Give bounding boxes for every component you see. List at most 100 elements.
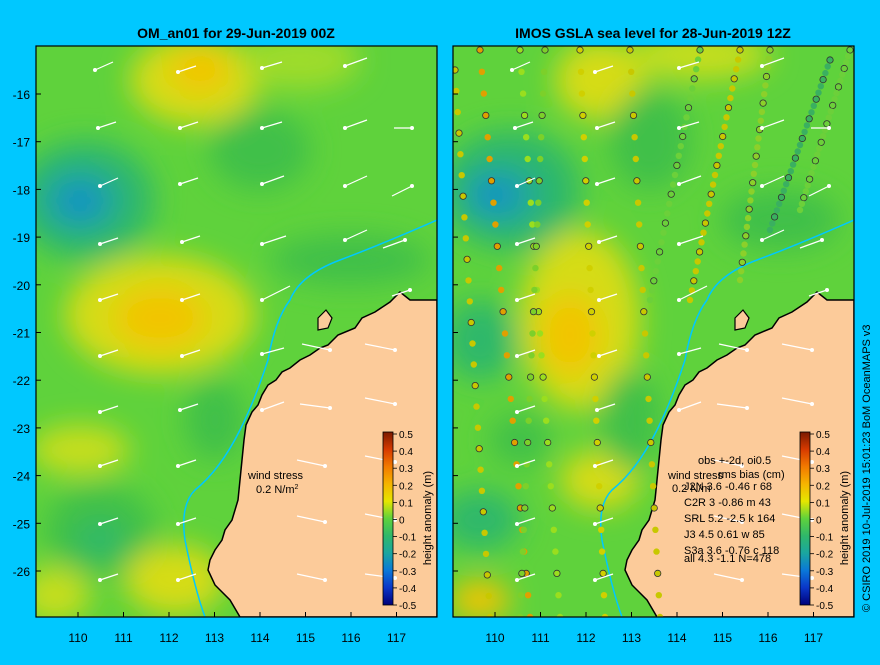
obs-marker (579, 111, 587, 120)
obs-marker (766, 226, 774, 234)
latitude-axis: -16 -17 -18 -19 -20 -21 -22 -23 -24 -25 -26 (13, 88, 458, 579)
obs-marker (839, 71, 846, 78)
obs-marker (776, 200, 783, 207)
obs-marker (501, 330, 509, 337)
obs-marker (741, 241, 748, 248)
obs-marker (646, 417, 653, 424)
obs-marker (582, 177, 590, 185)
wind-vector-origin (740, 520, 744, 524)
obs-marker (590, 373, 599, 381)
obs-marker (833, 89, 840, 97)
obs-marker (531, 286, 538, 294)
obs-marker (750, 170, 757, 177)
colorbar-tick-label: 0.4 (816, 447, 830, 458)
wind-vector-origin (260, 298, 264, 302)
left-wind-legend-value: 0.2 N/m2 (256, 484, 299, 496)
obs-marker (689, 85, 696, 92)
wind-vector (177, 459, 197, 467)
lat-tick-label: -20 (13, 279, 31, 293)
obs-marker (738, 268, 745, 275)
obs-marker (736, 46, 744, 54)
colorbar-tick-label: 0.4 (399, 447, 413, 458)
obs-marker (701, 219, 710, 227)
obs-marker (719, 132, 727, 141)
wind-vector (598, 349, 618, 357)
wind-vector-origin (176, 578, 180, 582)
obs-marker (742, 232, 750, 240)
wind-vector-origin (515, 298, 519, 302)
wind-vector (598, 293, 618, 301)
obs-marker (744, 214, 752, 222)
obs-marker (686, 296, 694, 304)
obs-marker (586, 264, 593, 272)
lon-tick-label: 112 (576, 631, 595, 645)
wind-vector (598, 235, 618, 243)
obs-marker (843, 59, 850, 66)
obs-marker (510, 438, 519, 447)
wind-vector (344, 175, 368, 187)
obs-marker (493, 242, 501, 250)
obs-marker (784, 174, 793, 182)
obs-marker (683, 114, 690, 121)
lat-tick-label: -19 (13, 231, 31, 245)
obs-marker (647, 438, 655, 447)
obs-marker (791, 154, 800, 162)
obs-marker (518, 569, 526, 578)
obs-marker (654, 569, 662, 578)
wind-vector-origin (593, 464, 597, 468)
wind-vector (181, 235, 201, 243)
obs-marker (824, 63, 831, 70)
obs-marker (711, 171, 719, 179)
wind-vector-origin (745, 406, 749, 410)
obs-marker (524, 438, 532, 447)
obs-marker (752, 152, 760, 160)
obs-marker (660, 229, 667, 236)
wind-vector (261, 285, 291, 301)
wind-vector-origin (515, 354, 519, 358)
obs-marker (827, 108, 834, 115)
wind-vector-origin (597, 240, 601, 244)
wind-vector-origin (515, 184, 519, 188)
obs-marker (740, 250, 747, 257)
colorbar-tick-label: 0 (399, 516, 405, 527)
obs-marker (805, 115, 813, 123)
obs-marker (695, 248, 704, 256)
obs-marker (523, 134, 530, 141)
wind-vector (99, 293, 119, 301)
left-map-frame (35, 45, 438, 618)
left-colorbar-label: height anomaly (m) (422, 471, 434, 565)
wind-vector (596, 403, 616, 411)
obs-marker (794, 148, 801, 155)
obs-marker (817, 83, 824, 90)
obs-marker (669, 181, 677, 188)
obs-marker (490, 199, 497, 206)
lon-tick-label: 110 (68, 631, 87, 645)
wind-vector (678, 285, 708, 301)
obs-marker (759, 99, 767, 107)
obs-marker (823, 120, 831, 128)
right-wind-legend-label: wind stress (667, 470, 724, 482)
lat-tick-label: -24 (13, 470, 31, 484)
wind-vector-origin (93, 68, 97, 72)
wind-vector-origin (810, 402, 814, 406)
wind-vector-origin (98, 464, 102, 468)
obs-marker (641, 330, 649, 337)
wind-vector-origin (98, 242, 102, 246)
obs-marker (706, 200, 713, 207)
obs-marker (677, 143, 684, 150)
wind-vector (594, 573, 614, 581)
wind-vector-origin (98, 354, 102, 358)
wind-vector-origin (98, 298, 102, 302)
obs-marker (544, 438, 552, 447)
wind-vector (781, 343, 813, 351)
wind-vector-origin (343, 126, 347, 130)
obs-marker (485, 592, 492, 600)
wind-vector (594, 459, 614, 467)
wind-vector-origin (513, 126, 517, 130)
wind-vector (301, 343, 331, 351)
colorbar-tick-label: 0 (816, 516, 822, 527)
wind-vector (516, 293, 536, 301)
obs-marker (675, 152, 682, 159)
obs-marker (480, 90, 487, 97)
obs-marker (507, 395, 514, 403)
